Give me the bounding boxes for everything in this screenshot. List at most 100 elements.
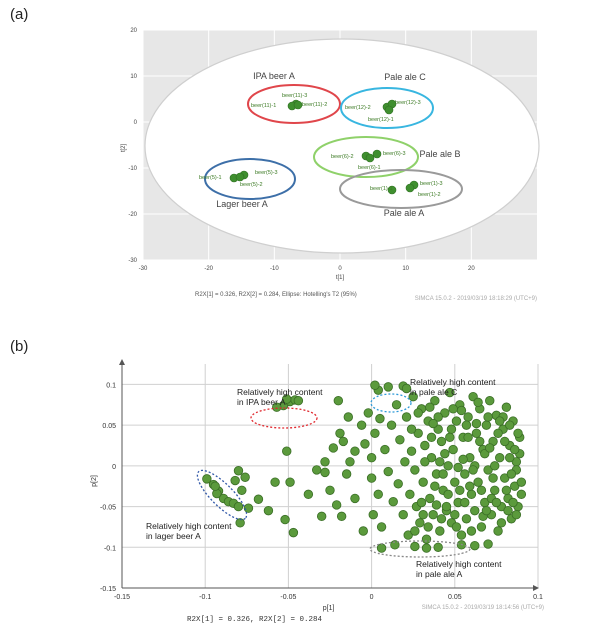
sample-label: beer(6)-1: [358, 165, 381, 171]
sample-point: [372, 149, 382, 159]
variable-point: [500, 436, 510, 447]
x-tick-a: -30: [139, 266, 148, 272]
variable-point: [433, 412, 443, 422]
variable-point: [510, 444, 520, 455]
variable-point: [426, 432, 437, 443]
sample-point: [293, 100, 303, 110]
variable-point: [481, 420, 492, 430]
variable-point: [288, 527, 299, 538]
y-tick-b: -0.1: [104, 545, 116, 552]
x-tick-a: 0: [338, 266, 342, 272]
variable-point: [473, 397, 483, 408]
variable-point: [416, 497, 427, 508]
variable-point: [350, 493, 360, 504]
variable-point: [451, 522, 462, 532]
variable-point: [253, 494, 264, 504]
variable-point: [282, 446, 292, 456]
y-axis-label-b: p[2]: [91, 475, 98, 487]
variable-point: [210, 481, 220, 491]
variable-point: [233, 501, 244, 512]
variable-point: [388, 496, 398, 507]
group-label: Pale ale B: [419, 149, 460, 159]
variable-point: [398, 510, 408, 520]
variable-point: [403, 530, 413, 540]
variable-point: [500, 473, 510, 483]
variable-point: [481, 505, 492, 516]
x-tick-a: -10: [270, 266, 279, 272]
variable-point: [426, 453, 437, 463]
variable-point: [410, 541, 420, 552]
variable-point: [418, 510, 428, 520]
variable-point: [430, 396, 440, 406]
annotation-line2: in pale ale A: [416, 569, 463, 579]
y-tick-b: 0.05: [102, 423, 116, 430]
x-tick-b: 0.1: [533, 594, 543, 601]
variable-point: [425, 402, 435, 412]
annotation-ellipse: [369, 540, 471, 558]
variable-point: [370, 380, 380, 390]
variable-point: [406, 424, 417, 434]
sample-label: beer(1)-2: [418, 192, 441, 198]
annotation-line1: Relatively high content: [410, 377, 496, 387]
variable-point: [465, 481, 475, 491]
x-axis-arrow-b: [533, 585, 539, 591]
sample-label: beer(5)-2: [240, 182, 263, 188]
variable-point: [373, 489, 383, 500]
panel-a-label: (a): [10, 6, 29, 23]
variable-point: [202, 474, 212, 484]
y-axis-arrow-b: [119, 359, 125, 365]
variable-point: [508, 497, 518, 508]
sample-label: beer(1)-3: [420, 181, 443, 187]
variable-point: [405, 489, 415, 500]
variable-point: [435, 457, 445, 467]
annotation-line1: Relatively high content: [237, 387, 323, 397]
variable-point: [325, 485, 335, 495]
variable-point: [408, 391, 418, 402]
variable-point: [406, 446, 417, 456]
variable-point: [458, 454, 468, 465]
variable-point: [420, 440, 430, 451]
variable-point: [366, 453, 377, 463]
variable-point: [410, 526, 420, 536]
variable-point: [495, 453, 505, 463]
variable-point: [488, 473, 498, 483]
variable-point: [363, 408, 373, 418]
group-ellipse: [313, 136, 419, 178]
variable-point: [380, 444, 390, 455]
variable-point: [505, 420, 515, 430]
variable-point: [436, 514, 447, 524]
sample-point: [235, 172, 245, 182]
variable-point: [443, 489, 453, 500]
variable-point: [483, 412, 493, 422]
variable-point: [433, 542, 443, 552]
footer-a: R2X[1] = 0.326, R2X[2] = 0.284, Ellipse:…: [195, 292, 357, 298]
variable-point: [366, 473, 377, 483]
y-tick-b: -0.05: [100, 505, 116, 512]
variable-point: [230, 475, 240, 486]
sample-label: beer(6)-2: [331, 154, 354, 160]
variable-point: [425, 493, 435, 504]
y-tick-a: 0: [134, 120, 138, 126]
variable-point: [341, 469, 352, 479]
variable-point: [303, 489, 314, 500]
group-ellipse: [340, 87, 434, 129]
variable-point: [336, 511, 347, 522]
variable-point: [436, 436, 447, 447]
sample-label: beer(1)-1: [370, 186, 393, 192]
variable-point: [401, 412, 412, 422]
sample-point: [365, 153, 375, 163]
variable-point: [272, 402, 282, 412]
variable-point: [420, 457, 430, 467]
score-plot: -30 -20 -10 0 10 20 20 10 0 -10 -20 -30 t[1] t[2] IPA …: [121, 28, 540, 302]
variable-point: [333, 396, 344, 406]
variable-point: [455, 485, 465, 495]
variable-point: [243, 503, 254, 513]
footer-b: R2X[1] = 0.326, R2X[2] = 0.284: [187, 616, 323, 624]
watermark-b: SIMCA 15.0.2 - 2019/03/19 18:14:56 (UTC+…: [422, 605, 544, 611]
variable-point: [293, 396, 304, 406]
variable-point: [468, 465, 478, 475]
variable-point: [376, 522, 387, 532]
variable-point: [441, 501, 452, 512]
variable-point: [445, 432, 455, 443]
variable-point: [320, 457, 330, 467]
